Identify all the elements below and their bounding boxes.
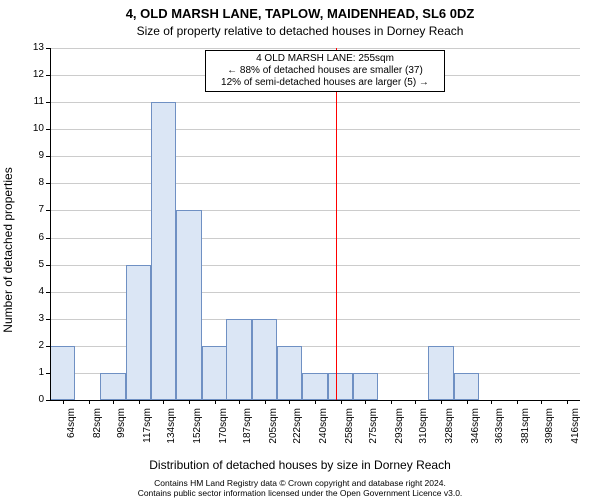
x-tick-label: 205sqm — [269, 408, 279, 458]
gridline — [50, 129, 580, 130]
x-tick-label: 381sqm — [521, 408, 531, 458]
y-axis-line — [50, 48, 51, 400]
x-tick-label: 134sqm — [167, 408, 177, 458]
x-tick-mark — [289, 400, 290, 404]
histogram-bar — [302, 373, 327, 400]
annotation-line1: 4 OLD MARSH LANE: 255sqm — [210, 53, 440, 65]
x-tick-mark — [63, 400, 64, 404]
x-tick-label: 170sqm — [219, 408, 229, 458]
x-tick-mark — [415, 400, 416, 404]
x-tick-label: 82sqm — [93, 408, 103, 458]
y-tick-label: 12 — [24, 70, 44, 80]
y-tick-label: 9 — [24, 151, 44, 161]
histogram-bar — [226, 319, 251, 400]
footer-line2: Contains public sector information licen… — [0, 488, 600, 498]
histogram-bar — [100, 373, 125, 400]
histogram-bar — [454, 373, 479, 400]
histogram-bar — [202, 346, 227, 400]
y-axis-label: Number of detached properties — [1, 167, 15, 332]
plot-area: 01234567891011121364sqm82sqm99sqm117sqm1… — [50, 48, 580, 400]
annotation-line3: 12% of semi-detached houses are larger (… — [210, 77, 440, 89]
histogram-bar — [252, 319, 277, 400]
x-tick-mark — [467, 400, 468, 404]
y-tick-label: 8 — [24, 178, 44, 188]
x-tick-mark — [189, 400, 190, 404]
y-tick-label: 0 — [24, 395, 44, 405]
x-tick-mark — [113, 400, 114, 404]
histogram-bar — [353, 373, 378, 400]
histogram-bar — [151, 102, 176, 400]
histogram-bar — [50, 346, 75, 400]
x-tick-label: 293sqm — [395, 408, 405, 458]
y-tick-label: 10 — [24, 124, 44, 134]
chart-title-line2: Size of property relative to detached ho… — [0, 24, 600, 38]
x-tick-mark — [215, 400, 216, 404]
histogram-bar — [428, 346, 453, 400]
x-tick-label: 64sqm — [67, 408, 77, 458]
x-tick-mark — [441, 400, 442, 404]
y-tick-label: 11 — [24, 97, 44, 107]
x-tick-label: 416sqm — [571, 408, 581, 458]
gridline — [50, 183, 580, 184]
y-tick-label: 4 — [24, 287, 44, 297]
gridline — [50, 156, 580, 157]
x-axis-label: Distribution of detached houses by size … — [0, 458, 600, 472]
x-tick-mark — [365, 400, 366, 404]
annotation-box: 4 OLD MARSH LANE: 255sqm← 88% of detache… — [205, 50, 445, 92]
x-tick-label: 222sqm — [293, 408, 303, 458]
x-tick-mark — [341, 400, 342, 404]
x-tick-mark — [265, 400, 266, 404]
y-tick-label: 2 — [24, 341, 44, 351]
y-tick-label: 5 — [24, 260, 44, 270]
annotation-line2: ← 88% of detached houses are smaller (37… — [210, 65, 440, 77]
y-tick-label: 13 — [24, 43, 44, 53]
x-tick-label: 346sqm — [471, 408, 481, 458]
y-tick-label: 6 — [24, 233, 44, 243]
x-tick-mark — [139, 400, 140, 404]
gridline — [50, 48, 580, 49]
x-tick-mark — [491, 400, 492, 404]
x-tick-mark — [517, 400, 518, 404]
x-tick-label: 117sqm — [143, 408, 153, 458]
x-tick-mark — [89, 400, 90, 404]
x-tick-label: 99sqm — [117, 408, 127, 458]
x-tick-label: 275sqm — [369, 408, 379, 458]
x-tick-mark — [315, 400, 316, 404]
x-tick-label: 240sqm — [319, 408, 329, 458]
histogram-bar — [277, 346, 302, 400]
gridline — [50, 210, 580, 211]
chart-container: 4, OLD MARSH LANE, TAPLOW, MAIDENHEAD, S… — [0, 0, 600, 500]
y-tick-label: 3 — [24, 314, 44, 324]
x-tick-label: 363sqm — [495, 408, 505, 458]
gridline — [50, 102, 580, 103]
histogram-bar — [176, 210, 201, 400]
footer-line1: Contains HM Land Registry data © Crown c… — [0, 478, 600, 488]
footer-attribution: Contains HM Land Registry data © Crown c… — [0, 478, 600, 498]
x-tick-mark — [163, 400, 164, 404]
x-tick-mark — [567, 400, 568, 404]
histogram-bar — [328, 373, 353, 400]
gridline — [50, 238, 580, 239]
x-tick-mark — [391, 400, 392, 404]
histogram-bar — [126, 265, 151, 400]
y-tick-label: 1 — [24, 368, 44, 378]
x-tick-label: 187sqm — [243, 408, 253, 458]
y-tick-label: 7 — [24, 205, 44, 215]
x-tick-label: 398sqm — [545, 408, 555, 458]
x-tick-mark — [239, 400, 240, 404]
x-tick-label: 310sqm — [419, 408, 429, 458]
x-tick-label: 328sqm — [445, 408, 455, 458]
chart-title-line1: 4, OLD MARSH LANE, TAPLOW, MAIDENHEAD, S… — [0, 6, 600, 21]
marker-line — [336, 48, 337, 400]
x-tick-label: 152sqm — [193, 408, 203, 458]
x-tick-mark — [541, 400, 542, 404]
x-tick-label: 258sqm — [345, 408, 355, 458]
